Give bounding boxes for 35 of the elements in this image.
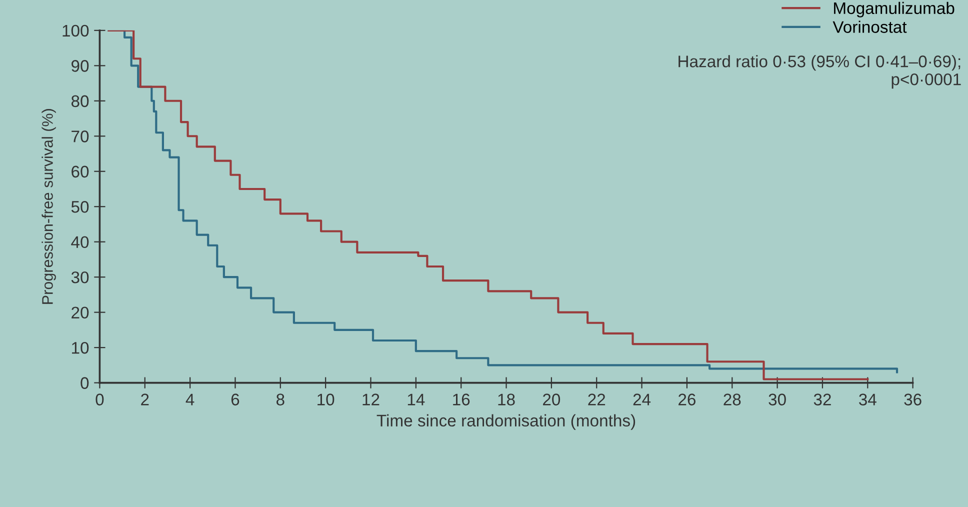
y-tick-label: 60 (72, 166, 89, 178)
y-tick-label: 0 (80, 377, 89, 389)
y-tick-label: 70 (72, 130, 89, 142)
y-tick-label: 50 (71, 201, 89, 213)
y-tick-label: 90 (72, 60, 89, 72)
y-tick-label: 10 (72, 342, 89, 354)
x-tick-label: 16 (453, 394, 470, 406)
x-tick-label: 26 (678, 394, 696, 406)
x-tick-label: 6 (231, 394, 240, 406)
y-tick-label: 20 (72, 306, 89, 319)
x-tick-label: 32 (814, 394, 831, 406)
x-tick-label: 24 (633, 394, 651, 406)
y-axis-title: Progression-free survival (%) (42, 109, 56, 304)
x-tick-label: 10 (318, 394, 334, 406)
x-tick-label: 30 (768, 394, 786, 406)
legend-label: Vorinostat (832, 20, 907, 33)
x-tick-label: 8 (276, 394, 284, 406)
x-tick-label: 36 (904, 394, 922, 406)
x-tick-label: 22 (588, 394, 606, 406)
x-tick-label: 28 (724, 394, 741, 406)
x-tick-label: 4 (186, 394, 194, 406)
y-tick-label: 40 (71, 236, 89, 248)
legend-label: Mogamulizumab (834, 2, 954, 18)
x-axis-title: Time since randomisation (months) (376, 414, 636, 430)
annotation: Hazard ratio 0·53 (95% CI 0·41–0·69); p<0·0001 (678, 55, 961, 89)
x-tick-label: 0 (96, 394, 104, 406)
x-tick-label: 34 (859, 394, 876, 406)
x-tick-label: 18 (498, 394, 515, 406)
y-tick-label: 30 (71, 271, 89, 284)
x-tick-label: 20 (543, 394, 560, 406)
x-tick-label: 12 (362, 394, 380, 406)
y-tick-label: 80 (71, 95, 89, 108)
x-tick-label: 14 (408, 394, 425, 406)
x-tick-label: 2 (141, 394, 149, 406)
y-tick-label: 100 (62, 24, 89, 37)
